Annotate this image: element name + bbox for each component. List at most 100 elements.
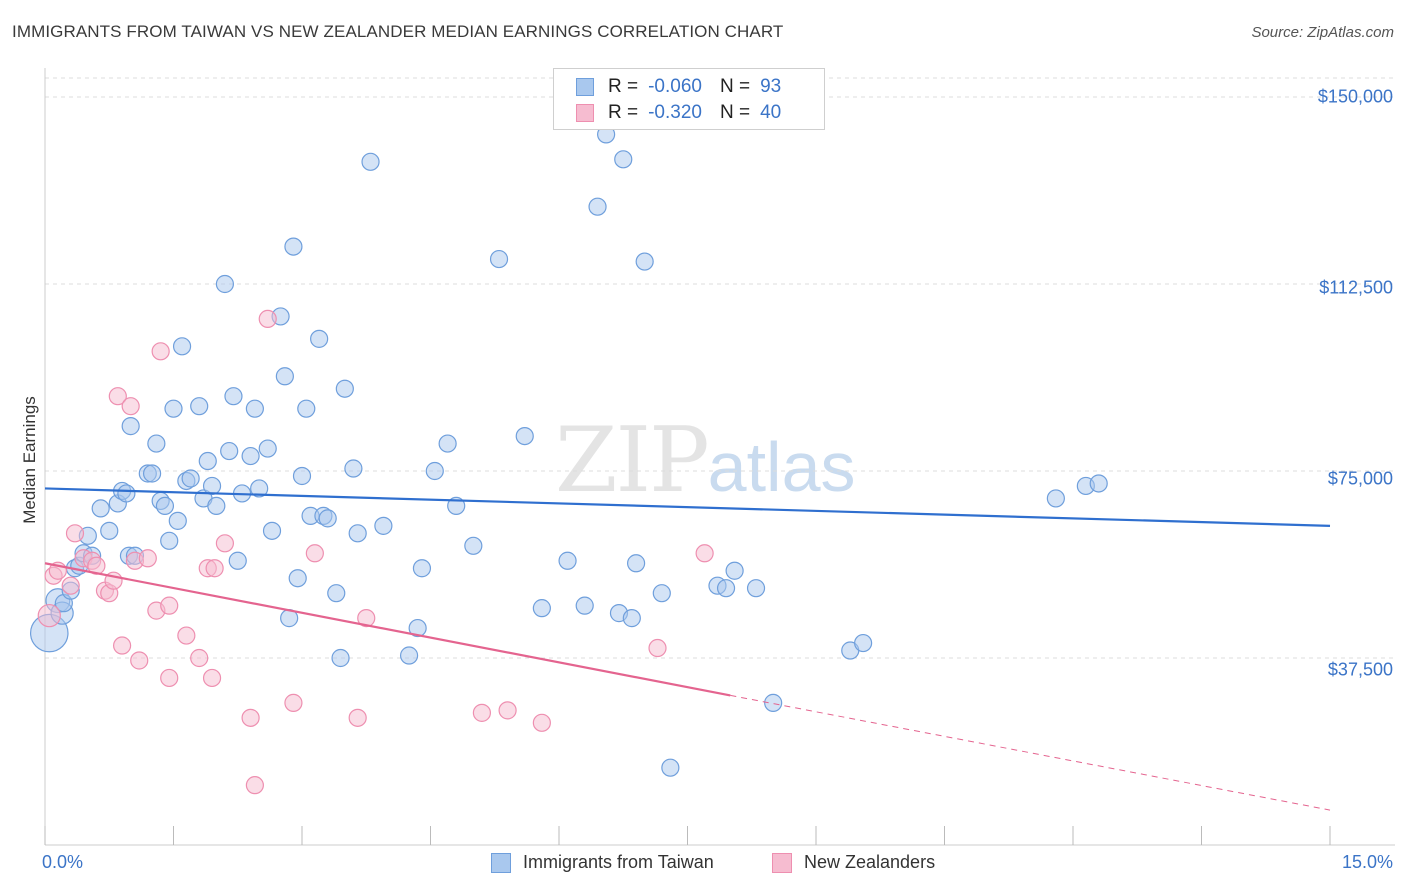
data-point <box>412 559 432 578</box>
data-point <box>344 459 363 478</box>
data-point <box>160 531 179 550</box>
data-point <box>348 708 367 727</box>
data-point <box>661 758 680 777</box>
data-point <box>164 399 183 418</box>
data-point <box>262 521 282 540</box>
data-point <box>288 569 307 588</box>
data-point <box>626 554 646 573</box>
data-point <box>220 441 239 461</box>
data-point <box>746 579 766 598</box>
data-point <box>91 499 110 518</box>
data-point <box>100 521 119 540</box>
data-point <box>245 399 264 418</box>
data-point <box>725 561 744 580</box>
legend-row-taiwan: R = -0.060 N = 93 <box>576 76 781 98</box>
series-newzealand-points <box>37 309 714 795</box>
data-point <box>241 708 260 727</box>
data-point <box>532 713 551 732</box>
data-point <box>151 342 170 361</box>
y-tick-label: $75,000 <box>1327 468 1393 489</box>
data-point <box>361 152 380 171</box>
data-point <box>121 397 140 416</box>
axes <box>44 68 1395 846</box>
n-value: 40 <box>760 102 782 123</box>
data-point <box>348 524 367 543</box>
data-point <box>160 596 179 615</box>
data-point <box>177 626 196 645</box>
data-point <box>472 703 491 722</box>
data-point <box>532 599 551 618</box>
trend-line-newzealand-extrapolated <box>730 694 1331 811</box>
data-point <box>648 638 667 658</box>
data-point <box>327 584 346 603</box>
data-point <box>558 551 577 570</box>
data-point <box>425 461 444 481</box>
data-point <box>147 434 166 453</box>
y-tick-label: $150,000 <box>1317 86 1393 107</box>
data-point <box>622 609 641 628</box>
y-tick-label: $37,500 <box>1327 659 1393 680</box>
data-point <box>335 379 354 398</box>
trend-lines <box>44 487 1331 811</box>
data-point <box>245 776 264 795</box>
x-tick-label-max: 15.0% <box>1341 852 1393 872</box>
data-point <box>168 511 187 530</box>
data-point <box>275 367 294 386</box>
data-point <box>117 484 136 503</box>
y-axis-label: Median Earnings <box>20 396 39 524</box>
data-point <box>207 496 226 516</box>
data-point <box>61 576 80 595</box>
data-point <box>399 646 419 665</box>
data-point <box>215 534 234 553</box>
data-point <box>716 579 736 598</box>
legend-item-newzealand[interactable]: New Zealanders <box>772 852 935 873</box>
data-point <box>190 397 209 416</box>
data-point <box>438 434 457 453</box>
data-point <box>310 329 329 348</box>
data-point <box>202 476 222 496</box>
data-point <box>764 693 783 712</box>
n-value: 93 <box>760 76 782 97</box>
legend-item-taiwan[interactable]: Immigrants from Taiwan <box>491 852 714 873</box>
data-point <box>498 701 517 720</box>
trend-line-newzealand <box>44 562 731 697</box>
data-point <box>258 439 277 458</box>
x-tick-label-min: 0.0% <box>42 852 84 872</box>
data-point <box>112 636 132 655</box>
data-point <box>37 603 61 628</box>
data-point <box>138 549 157 568</box>
data-point <box>250 479 269 498</box>
data-point <box>489 249 509 269</box>
data-point <box>652 584 671 603</box>
data-point <box>172 337 192 356</box>
data-point <box>284 237 303 256</box>
data-point <box>228 551 247 570</box>
data-point <box>1089 474 1108 493</box>
r-value: -0.320 <box>648 102 702 123</box>
data-point <box>305 544 324 563</box>
taiwan-swatch-icon <box>491 852 511 873</box>
data-point <box>408 618 427 638</box>
data-point <box>241 446 260 466</box>
data-point <box>292 466 312 486</box>
data-point <box>331 648 350 668</box>
data-point <box>1046 489 1065 508</box>
data-point <box>318 509 337 528</box>
data-point <box>515 426 534 446</box>
y-tick-label: $112,500 <box>1319 277 1393 298</box>
data-point <box>121 417 140 436</box>
data-point <box>575 596 594 615</box>
data-point <box>205 559 224 578</box>
r-value: -0.060 <box>648 76 702 97</box>
taiwan-swatch-icon <box>576 78 594 96</box>
data-point <box>614 150 633 169</box>
data-point <box>142 464 162 483</box>
source-label: Source: ZipAtlas.com <box>1251 24 1394 41</box>
data-point <box>374 516 393 535</box>
data-point <box>635 252 654 271</box>
chart-title: IMMIGRANTS FROM TAIWAN VS NEW ZEALANDER … <box>12 22 784 41</box>
data-point <box>284 693 303 712</box>
data-point <box>202 668 222 688</box>
data-point <box>65 524 85 543</box>
